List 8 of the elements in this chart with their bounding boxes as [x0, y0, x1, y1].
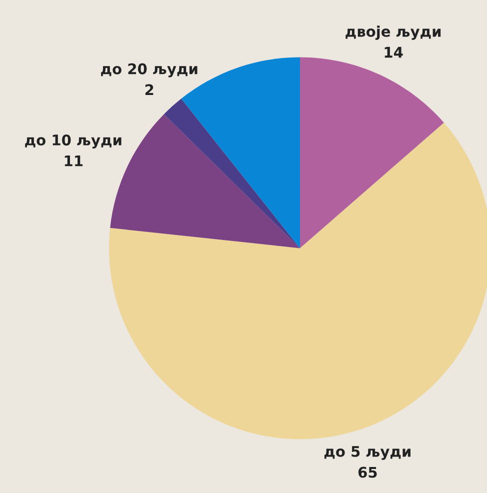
data-label: 11: [64, 156, 83, 166]
data-label: 14: [384, 46, 403, 58]
slice-label: до 5 људи: [324, 446, 410, 460]
slice-label: до 20 људи: [101, 63, 198, 78]
data-label: 65: [358, 466, 377, 478]
slice-label: двоје људи: [346, 26, 441, 40]
data-label: 2: [145, 84, 154, 96]
slice-label: до 10 људи: [25, 134, 122, 148]
